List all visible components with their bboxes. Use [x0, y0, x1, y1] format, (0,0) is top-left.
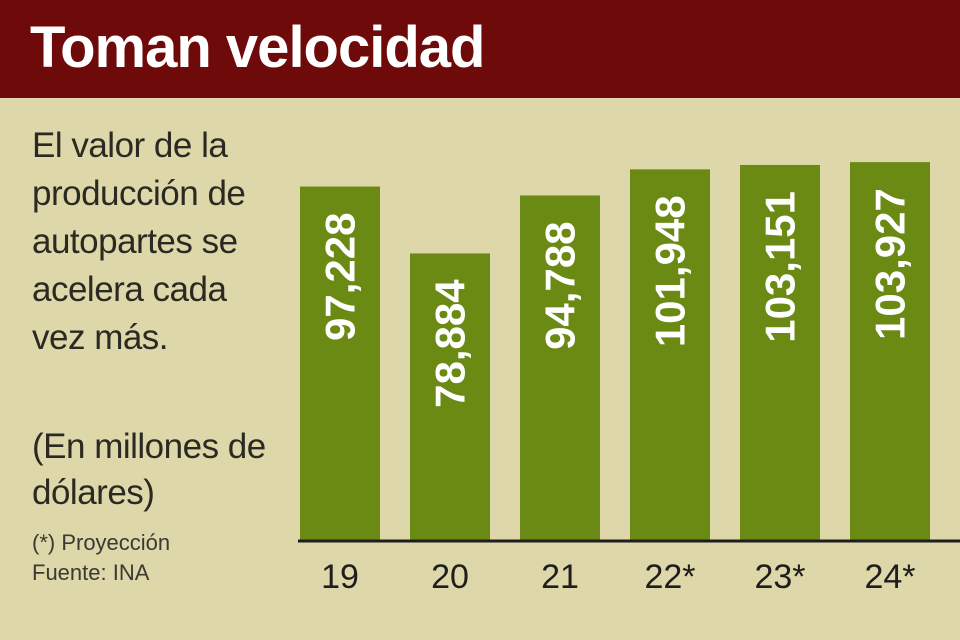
units-note: (En millones de dólares) — [32, 427, 266, 512]
bar-23* — [740, 164, 820, 541]
chart-title: Toman velocidad — [30, 15, 485, 80]
source-note: Fuente: INA — [32, 560, 150, 585]
x-tick-label: 23* — [754, 558, 805, 596]
x-tick-label: 24* — [864, 558, 915, 596]
bar-20 — [410, 253, 490, 542]
bar-value-label: 103,927 — [867, 188, 914, 340]
bars-group: 97,228 78,884 94,788 101,948 103,151 103,927 — [300, 162, 930, 542]
description-text: El valor de la producción de autopartes … — [32, 126, 246, 357]
bar-value-label: 94,788 — [537, 221, 584, 349]
title-banner: Toman velocidad — [0, 0, 960, 98]
x-tick-labels: 19 20 21 22* 23* 24* — [321, 558, 915, 596]
bar-22* — [630, 169, 710, 541]
x-tick-label: 21 — [541, 558, 579, 596]
x-tick-label: 20 — [431, 558, 469, 596]
bar-24* — [850, 162, 930, 541]
x-tick-label: 22* — [644, 558, 695, 596]
bar-value-label: 78,884 — [427, 279, 474, 408]
projection-footnote: (*) Proyección — [32, 530, 171, 555]
bar-21 — [520, 195, 600, 541]
bar-value-label: 97,228 — [317, 213, 364, 341]
bar-value-label: 101,948 — [647, 195, 694, 347]
x-tick-label: 19 — [321, 558, 359, 596]
footnotes: (*) Proyección Fuente: INA — [32, 528, 170, 588]
bar-19 — [300, 186, 380, 541]
bar-value-label: 103,151 — [757, 191, 804, 343]
